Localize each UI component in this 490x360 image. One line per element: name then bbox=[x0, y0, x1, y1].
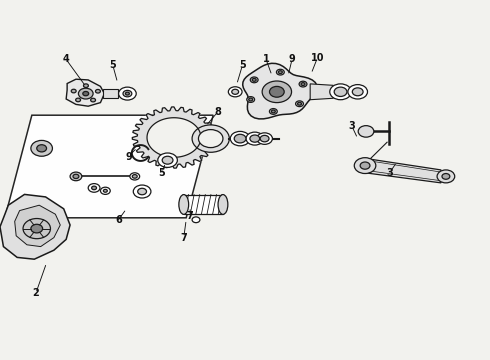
Circle shape bbox=[96, 89, 100, 93]
Circle shape bbox=[228, 87, 242, 97]
Circle shape bbox=[249, 98, 253, 101]
Polygon shape bbox=[365, 158, 441, 183]
Circle shape bbox=[234, 134, 246, 143]
Circle shape bbox=[125, 92, 129, 95]
Circle shape bbox=[270, 109, 277, 114]
Circle shape bbox=[192, 217, 200, 222]
Circle shape bbox=[73, 174, 79, 179]
Circle shape bbox=[262, 81, 292, 103]
Polygon shape bbox=[147, 118, 201, 157]
Circle shape bbox=[198, 130, 223, 148]
Circle shape bbox=[71, 89, 76, 93]
Polygon shape bbox=[0, 194, 70, 259]
Text: 4: 4 bbox=[63, 54, 70, 64]
Text: 5: 5 bbox=[239, 60, 246, 70]
Circle shape bbox=[334, 87, 347, 96]
Polygon shape bbox=[5, 115, 213, 218]
Text: 7: 7 bbox=[180, 233, 187, 243]
Circle shape bbox=[130, 173, 140, 180]
Circle shape bbox=[257, 133, 272, 144]
Circle shape bbox=[442, 174, 450, 179]
Text: 3: 3 bbox=[386, 168, 393, 178]
Circle shape bbox=[75, 98, 80, 102]
Circle shape bbox=[250, 77, 258, 83]
Circle shape bbox=[278, 71, 282, 73]
Text: 2: 2 bbox=[32, 288, 39, 298]
Circle shape bbox=[276, 69, 284, 75]
Circle shape bbox=[301, 83, 305, 86]
Polygon shape bbox=[132, 107, 216, 168]
Circle shape bbox=[252, 78, 256, 81]
Circle shape bbox=[437, 170, 455, 183]
Polygon shape bbox=[310, 84, 333, 100]
Circle shape bbox=[103, 189, 107, 192]
Polygon shape bbox=[243, 63, 317, 119]
Circle shape bbox=[358, 126, 374, 137]
Polygon shape bbox=[15, 205, 60, 247]
Circle shape bbox=[330, 84, 351, 100]
Text: 5: 5 bbox=[158, 168, 165, 178]
Circle shape bbox=[83, 84, 88, 87]
Circle shape bbox=[247, 96, 255, 102]
Circle shape bbox=[37, 145, 47, 152]
Ellipse shape bbox=[179, 194, 189, 214]
Circle shape bbox=[260, 135, 269, 142]
Text: 10: 10 bbox=[311, 53, 324, 63]
Circle shape bbox=[230, 131, 250, 146]
Circle shape bbox=[348, 85, 368, 99]
Circle shape bbox=[23, 219, 50, 239]
Circle shape bbox=[295, 101, 303, 107]
Circle shape bbox=[91, 98, 96, 102]
Circle shape bbox=[162, 156, 173, 164]
Circle shape bbox=[270, 86, 284, 97]
Text: 6: 6 bbox=[115, 215, 122, 225]
Circle shape bbox=[70, 172, 82, 181]
Circle shape bbox=[92, 186, 97, 190]
Text: 5: 5 bbox=[109, 60, 116, 70]
Circle shape bbox=[132, 175, 137, 178]
Circle shape bbox=[133, 185, 151, 198]
Circle shape bbox=[31, 140, 52, 156]
Text: 1: 1 bbox=[263, 54, 270, 64]
Circle shape bbox=[297, 102, 301, 105]
Circle shape bbox=[158, 153, 177, 167]
Text: 9: 9 bbox=[125, 152, 132, 162]
Circle shape bbox=[78, 88, 93, 99]
Circle shape bbox=[250, 135, 260, 142]
Circle shape bbox=[360, 162, 370, 169]
Circle shape bbox=[31, 224, 43, 233]
Circle shape bbox=[123, 90, 132, 97]
Circle shape bbox=[138, 188, 147, 195]
Circle shape bbox=[232, 89, 239, 94]
Circle shape bbox=[354, 158, 376, 174]
Text: 9: 9 bbox=[289, 54, 295, 64]
Polygon shape bbox=[103, 89, 118, 98]
Text: 3: 3 bbox=[348, 121, 355, 131]
Circle shape bbox=[119, 87, 136, 100]
Circle shape bbox=[271, 110, 275, 113]
Ellipse shape bbox=[218, 194, 228, 214]
Circle shape bbox=[88, 184, 100, 192]
Text: 8: 8 bbox=[215, 107, 221, 117]
Circle shape bbox=[246, 132, 264, 145]
Polygon shape bbox=[66, 79, 104, 106]
FancyBboxPatch shape bbox=[184, 194, 223, 215]
Text: 7: 7 bbox=[187, 211, 194, 221]
Circle shape bbox=[352, 88, 363, 96]
Circle shape bbox=[299, 81, 307, 87]
Circle shape bbox=[83, 91, 89, 96]
Circle shape bbox=[192, 125, 229, 152]
Circle shape bbox=[100, 187, 110, 194]
